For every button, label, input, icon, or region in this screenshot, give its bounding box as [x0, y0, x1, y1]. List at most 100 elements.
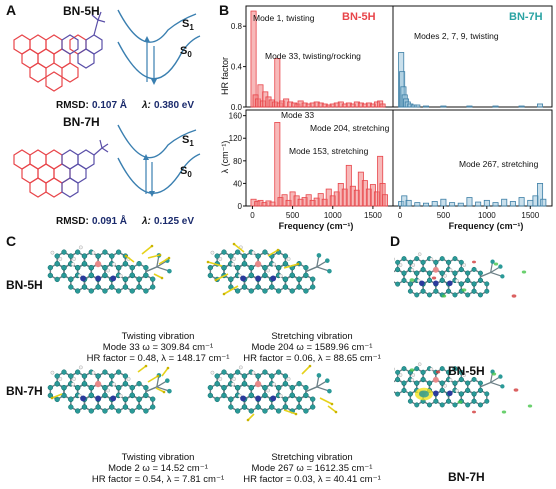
bar [518, 105, 525, 108]
carbon-atom [129, 264, 135, 271]
bar [274, 58, 281, 108]
vibration-arrowhead [214, 278, 218, 282]
panel-label-d: D [390, 233, 401, 249]
hydrogen-atom [417, 362, 422, 367]
carbon-atom [68, 373, 74, 379]
vibration-arrowhead [160, 276, 164, 280]
carbon-atom [207, 264, 214, 271]
bn5h-s1-label: S1 [182, 18, 194, 32]
boron-atom [254, 380, 262, 388]
carbon-atom [102, 392, 108, 398]
carbon-atom [74, 369, 81, 375]
carbon-atom [401, 270, 407, 276]
carbon-atom [407, 288, 413, 294]
carbon-atom [420, 376, 426, 382]
carbon-atom [102, 272, 108, 278]
carbon-atom [122, 381, 129, 387]
hydrogen-atom [271, 262, 276, 267]
bar [274, 122, 281, 207]
carbon-atom [303, 264, 309, 271]
carbon-atom [426, 277, 432, 283]
carbon-atom [262, 249, 268, 255]
hydrogen-atom [71, 262, 75, 267]
carbon-atom [282, 253, 289, 259]
carbon-atom [143, 384, 149, 391]
vibration-arrow [283, 263, 299, 269]
carbon-atom [143, 408, 149, 414]
carbon-atom [325, 258, 330, 263]
vibration-arrowhead [206, 260, 210, 264]
isosurface-blob [431, 276, 437, 280]
carbon-atom [289, 288, 295, 294]
carbon-atom [115, 384, 122, 391]
hydrogen-atom [443, 384, 447, 388]
boron-atom [254, 260, 262, 268]
carbon-atom [81, 284, 88, 290]
carbon-atom [109, 253, 115, 259]
vibration-arrowhead [156, 374, 160, 378]
bar [440, 198, 447, 207]
carbon-atom [122, 404, 129, 410]
bar [414, 202, 421, 207]
carbon-atom [61, 384, 67, 391]
hydrogen-atom [271, 382, 276, 387]
carbon-atom [477, 387, 483, 393]
carbon-atom [54, 396, 60, 403]
x-tick-label: 1500 [364, 211, 382, 220]
carbon-atom [88, 272, 94, 278]
carbon-atom [310, 284, 316, 290]
carbon-atom [296, 404, 302, 410]
mol-title-bn7h: BN-7H [63, 115, 100, 129]
carbon-atom [452, 292, 458, 298]
hydrogen-atom [394, 257, 395, 261]
carbon-atom [241, 284, 248, 290]
carbon-atom [221, 249, 227, 255]
hydrogen-atom [71, 382, 75, 387]
nitrogen-atom [419, 280, 425, 286]
bond [305, 266, 318, 273]
carbon-atom [95, 404, 101, 410]
hydrogen-atom [58, 257, 63, 261]
carbon-atom [471, 288, 477, 294]
carbon-atom [88, 408, 94, 414]
hydrogen-atom [462, 373, 467, 377]
vibration-arrow [153, 273, 163, 279]
vibration-arrowhead [222, 292, 226, 296]
carbon-atom [477, 270, 483, 276]
carbon-atom [325, 378, 330, 383]
bn7h-lambda-label: λ: [141, 216, 151, 227]
carbon-atom [61, 264, 67, 271]
annotation-mode33-twisting-rocking: Mode 33, twisting/rocking [265, 51, 361, 61]
chart-bars [250, 10, 547, 207]
carbon-atom [289, 392, 295, 398]
carbon-atom [81, 261, 88, 267]
carbon-atom [439, 270, 445, 276]
y-tick-label: 0 [238, 202, 243, 211]
hydrogen-atom [218, 257, 223, 261]
carbon-atom [221, 369, 227, 375]
hydrogen-atom [50, 250, 55, 255]
bar [492, 105, 499, 108]
nitrogen-atom [255, 275, 262, 282]
carbon-atom [234, 264, 241, 271]
carbon-atom [109, 373, 115, 379]
nitrogen-atom [270, 395, 277, 402]
carbon-atom [88, 264, 94, 271]
vibration-arrowhead [167, 256, 171, 260]
carbon-atom [477, 380, 483, 386]
carbon-atom [68, 253, 74, 259]
carbon-atom [471, 398, 477, 404]
carbon-atom [102, 264, 108, 271]
x-tick-label: 0 [398, 211, 403, 220]
nitrogen-atom [433, 280, 439, 286]
hydrogen-atom [126, 377, 131, 381]
bn7h-s1-label: S1 [182, 134, 194, 148]
carbon-atom [234, 369, 241, 375]
nitrogen-atom [95, 395, 102, 402]
carbon-atom [471, 281, 477, 287]
carbon-atom [102, 249, 108, 255]
bar [466, 197, 473, 207]
carbon-atom [214, 381, 220, 387]
vibration-arrowhead [50, 396, 54, 400]
caption-c1-line2: Mode 33 ω = 309.84 cm⁻¹ [102, 342, 214, 353]
